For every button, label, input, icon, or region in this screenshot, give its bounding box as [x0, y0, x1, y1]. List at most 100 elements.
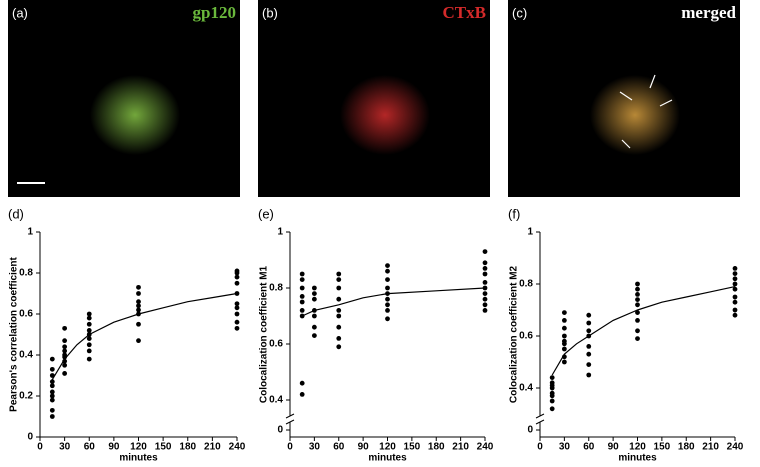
data-point: [234, 311, 240, 317]
data-point: [49, 414, 55, 419]
data-point: [136, 321, 141, 327]
data-point: [234, 301, 240, 307]
x-tick-label: 120: [130, 442, 147, 453]
data-point: [635, 281, 640, 287]
data-point: [561, 333, 567, 339]
cell-signal: [340, 75, 430, 155]
data-point: [549, 390, 555, 396]
data-point: [136, 307, 141, 313]
data-point: [49, 397, 55, 403]
data-point: [482, 260, 488, 266]
data-point: [299, 308, 305, 313]
x-tick-label: 150: [404, 442, 421, 453]
y-tick-label: 0.8: [519, 279, 533, 290]
y-tick-label: 0.4: [519, 383, 533, 394]
x-tick-label: 30: [559, 442, 571, 453]
x-tick-label: 60: [583, 442, 595, 453]
axis-break: [535, 419, 545, 425]
data-point: [336, 344, 342, 350]
data-point: [62, 371, 68, 376]
data-point: [336, 296, 342, 302]
data-point: [234, 305, 240, 311]
x-axis-label: minutes: [119, 453, 158, 462]
data-point: [86, 332, 92, 337]
data-point: [586, 320, 592, 326]
data-point: [549, 375, 555, 380]
x-axis-label: minutes: [368, 453, 407, 462]
data-point: [561, 325, 567, 331]
data-point: [635, 286, 640, 292]
data-point: [62, 348, 68, 354]
x-axis-label: minutes: [618, 453, 657, 462]
x-tick-label: 0: [287, 442, 293, 453]
data-point: [482, 271, 488, 277]
data-point: [234, 291, 240, 296]
data-point: [336, 271, 342, 277]
y-tick-label: 0.6: [19, 309, 33, 320]
data-point: [635, 302, 640, 308]
data-point: [561, 318, 567, 323]
data-point: [86, 342, 92, 348]
data-point: [311, 308, 317, 313]
panel-label: (e): [258, 206, 274, 221]
data-point: [635, 292, 640, 297]
x-tick-label: 240: [477, 442, 494, 453]
x-tick-label: 180: [428, 442, 445, 453]
data-point: [86, 356, 92, 362]
data-point: [299, 392, 305, 397]
y-tick-label: 0.6: [519, 331, 533, 342]
data-point: [336, 324, 342, 330]
x-tick-label: 60: [333, 442, 345, 453]
data-point: [385, 291, 390, 296]
data-point: [62, 338, 68, 344]
y-axis-label: Colocalization coefficient M2: [509, 265, 520, 403]
data-point: [586, 344, 592, 349]
data-point: [586, 312, 592, 318]
data-point: [586, 362, 592, 367]
x-tick-label: 60: [84, 442, 96, 453]
y-tick-label: 0.4: [19, 350, 33, 361]
data-point: [561, 359, 567, 365]
data-point: [136, 284, 141, 290]
data-point: [49, 389, 55, 395]
data-point: [86, 315, 92, 321]
data-point: [62, 362, 68, 368]
data-point: [49, 379, 55, 385]
cell-signal: [590, 75, 680, 155]
data-point: [385, 302, 390, 308]
fit-curve: [301, 287, 486, 317]
data-point: [234, 280, 240, 286]
data-point: [234, 325, 240, 331]
data-point: [732, 286, 738, 292]
y-tick-label: 0.2: [19, 391, 33, 402]
data-point: [311, 313, 317, 319]
y-axis-label: Pearson's correlation coefficient: [9, 257, 20, 412]
data-point: [561, 338, 567, 344]
x-tick-label: 120: [629, 442, 646, 453]
x-tick-label: 30: [59, 442, 71, 453]
data-point: [732, 294, 738, 300]
data-point: [732, 271, 738, 276]
channel-title: merged: [681, 3, 736, 22]
data-point: [234, 268, 240, 274]
data-point: [86, 311, 92, 317]
x-tick-label: 210: [702, 442, 719, 453]
x-tick-label: 0: [37, 442, 43, 453]
data-point: [561, 310, 567, 315]
x-tick-label: 90: [358, 442, 370, 453]
data-point: [62, 358, 68, 364]
data-point: [385, 277, 390, 282]
data-point: [311, 291, 317, 296]
panel-label: (a): [12, 5, 28, 20]
data-point: [482, 249, 488, 255]
data-point: [299, 380, 305, 386]
data-point: [311, 333, 317, 338]
data-point: [732, 299, 738, 305]
data-point: [561, 346, 567, 352]
data-point: [586, 328, 592, 334]
x-tick-label: 240: [229, 442, 246, 453]
y-tick-label: 1: [527, 227, 533, 238]
data-point: [62, 352, 68, 358]
data-point: [482, 308, 488, 313]
